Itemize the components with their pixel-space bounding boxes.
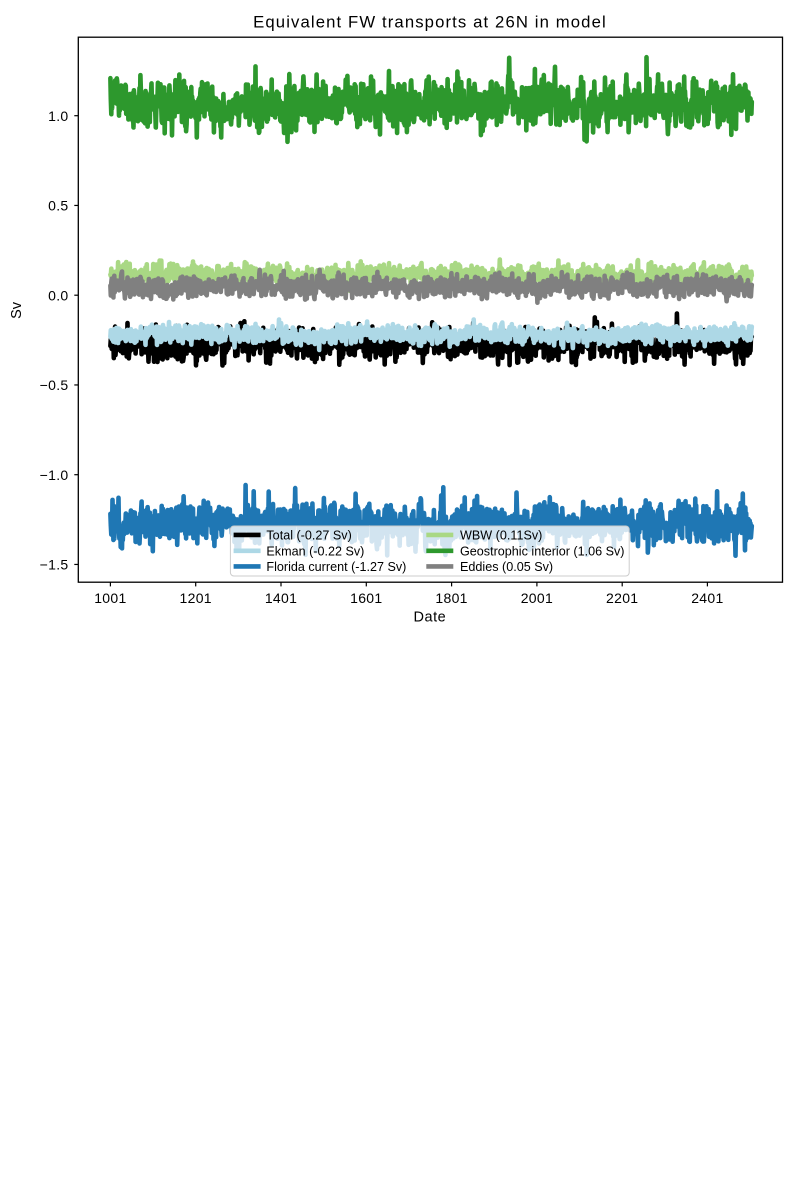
svg-text:1201: 1201 [180,590,212,606]
svg-text:1801: 1801 [435,590,467,606]
svg-text:Eddies (0.05 Sv): Eddies (0.05 Sv) [460,560,553,574]
svg-text:Florida current (-1.27 Sv): Florida current (-1.27 Sv) [266,560,406,574]
svg-text:Equivalent FW transports at 26: Equivalent FW transports at 26N in model [253,13,607,32]
svg-text:−1.5: −1.5 [40,557,69,573]
svg-text:0.5: 0.5 [48,198,68,214]
svg-text:Total (-0.27 Sv): Total (-0.27 Sv) [266,529,351,543]
svg-text:Date: Date [413,610,446,626]
svg-text:1401: 1401 [265,590,297,606]
svg-text:1001: 1001 [94,590,126,606]
svg-text:WBW (0.11Sv): WBW (0.11Sv) [460,529,542,543]
svg-text:−1.0: −1.0 [40,467,69,483]
svg-text:1601: 1601 [350,590,382,606]
svg-text:Sv: Sv [9,301,25,319]
svg-text:0.0: 0.0 [48,287,68,303]
svg-text:2001: 2001 [521,590,553,606]
svg-text:1.0: 1.0 [48,108,68,124]
svg-text:2201: 2201 [606,590,638,606]
svg-text:−0.5: −0.5 [40,377,69,393]
svg-text:2401: 2401 [691,590,723,606]
svg-text:Geostrophic interior (1.06 Sv): Geostrophic interior (1.06 Sv) [460,544,625,558]
svg-text:Ekman (-0.22 Sv): Ekman (-0.22 Sv) [266,544,364,558]
